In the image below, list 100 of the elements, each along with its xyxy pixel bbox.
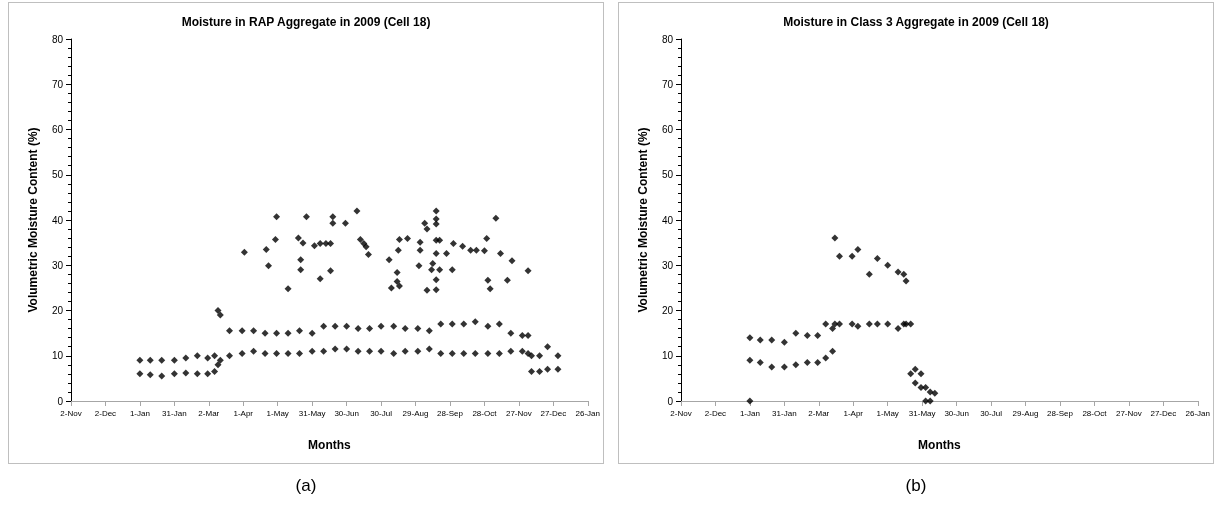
y-tick-label: 80	[51, 33, 64, 45]
y-tick-label: 0	[667, 395, 674, 407]
point	[835, 320, 843, 328]
point	[907, 370, 915, 378]
x-tick-label: 29-Aug	[1012, 408, 1039, 418]
point	[854, 245, 862, 253]
point	[894, 268, 902, 276]
x-tick-label: 1-Apr	[233, 408, 254, 418]
point	[894, 325, 902, 333]
point	[873, 254, 881, 262]
y-tick-label: 0	[57, 395, 64, 407]
point	[746, 334, 754, 342]
x-tick-label: 2-Nov	[60, 408, 82, 418]
x-axis-title: Months	[308, 438, 352, 452]
x-tick-label: 1-May	[876, 408, 899, 418]
y-tick-label: 30	[51, 259, 64, 271]
x-tick-label: 2-Mar	[198, 408, 220, 418]
y-tick-label: 30	[661, 259, 674, 271]
x-tick-label: 1-May	[266, 408, 289, 418]
y-axis-title: Volumetric Moisture Content (%)	[636, 127, 650, 313]
point	[831, 234, 839, 242]
point	[911, 365, 919, 373]
x-tick-label: 31-May	[908, 408, 936, 418]
x-tick-label: 2-Nov	[670, 408, 692, 418]
point	[814, 359, 822, 367]
chart-title: Moisture in Class 3 Aggregate in 2009 (Cell 18)	[783, 15, 1049, 29]
point	[926, 397, 934, 405]
point	[792, 329, 800, 337]
point	[865, 320, 873, 328]
point	[768, 363, 776, 371]
y-tick-label: 70	[661, 78, 674, 90]
point	[873, 320, 881, 328]
x-tick-label: 2-Dec	[704, 408, 727, 418]
x-tick-label: 31-May	[298, 408, 326, 418]
y-tick-label: 20	[51, 305, 64, 316]
y-tick-label: 80	[661, 33, 674, 45]
point	[922, 383, 930, 391]
point	[756, 336, 764, 344]
x-tick-label: 30-Jun	[334, 408, 359, 418]
point	[917, 370, 925, 378]
point	[814, 331, 822, 339]
text: (b)	[904, 476, 928, 496]
x-tick-label: 26-Jan	[1185, 408, 1210, 418]
y-tick-label: 60	[661, 124, 674, 135]
y-tick-label: 40	[661, 214, 674, 226]
point	[822, 354, 830, 362]
y-tick-label: 10	[51, 350, 64, 362]
point	[900, 270, 908, 278]
y-axis-title: Volumetric Moisture Content (%)	[26, 127, 40, 313]
x-axis-title: Months	[918, 438, 962, 452]
x-tick-label: 28-Oct	[1082, 408, 1108, 418]
x-tick-label: 28-Sep	[1047, 408, 1074, 418]
point	[848, 320, 856, 328]
chart-title: Moisture in RAP Aggregate in 2009 (Cell 18)	[181, 15, 431, 29]
point	[931, 389, 939, 397]
point	[822, 320, 830, 328]
point	[792, 361, 800, 369]
y-tick-label: 50	[661, 169, 674, 181]
x-tick-label: 28-Oct	[472, 408, 498, 418]
x-tick-label: 27-Nov	[505, 408, 532, 418]
point	[803, 331, 811, 339]
point	[907, 320, 915, 328]
point	[902, 277, 910, 285]
point	[780, 363, 788, 371]
x-tick-label: 30-Jul	[370, 408, 393, 418]
point	[865, 270, 873, 278]
y-tick-label: 50	[51, 169, 64, 181]
x-tick-label: 1-Jan	[129, 408, 150, 418]
text: (a)	[294, 476, 318, 496]
point	[803, 359, 811, 367]
x-tick-label: 31-Jan	[162, 408, 187, 418]
point	[768, 336, 776, 344]
x-tick-label: 28-Sep	[437, 408, 464, 418]
y-tick-label: 20	[661, 305, 674, 316]
point	[854, 322, 862, 330]
point	[829, 347, 837, 355]
point	[884, 320, 892, 328]
y-tick-label: 40	[51, 214, 64, 226]
x-tick-label: 27-Nov	[1115, 408, 1142, 418]
point	[848, 252, 856, 260]
point	[884, 261, 892, 269]
point	[911, 379, 919, 387]
x-tick-label: 27-Dec	[1150, 408, 1177, 418]
x-tick-label: 30-Jul	[980, 408, 1003, 418]
x-tick-label: 29-Aug	[402, 408, 429, 418]
point	[829, 325, 837, 333]
point	[746, 356, 754, 364]
point	[780, 338, 788, 346]
x-tick-label: 31-Jan	[772, 408, 797, 418]
x-tick-label: 27-Dec	[540, 408, 567, 418]
y-tick-label: 10	[661, 350, 674, 362]
x-tick-label: 1-Jan	[739, 408, 760, 418]
point	[835, 252, 843, 260]
point	[746, 397, 754, 405]
x-tick-label: 26-Jan	[575, 408, 600, 418]
x-tick-label: 30-Jun	[944, 408, 969, 418]
x-tick-label: 2-Mar	[808, 408, 830, 418]
y-tick-label: 60	[51, 124, 64, 135]
y-tick-label: 70	[51, 78, 64, 90]
x-tick-label: 2-Dec	[94, 408, 117, 418]
